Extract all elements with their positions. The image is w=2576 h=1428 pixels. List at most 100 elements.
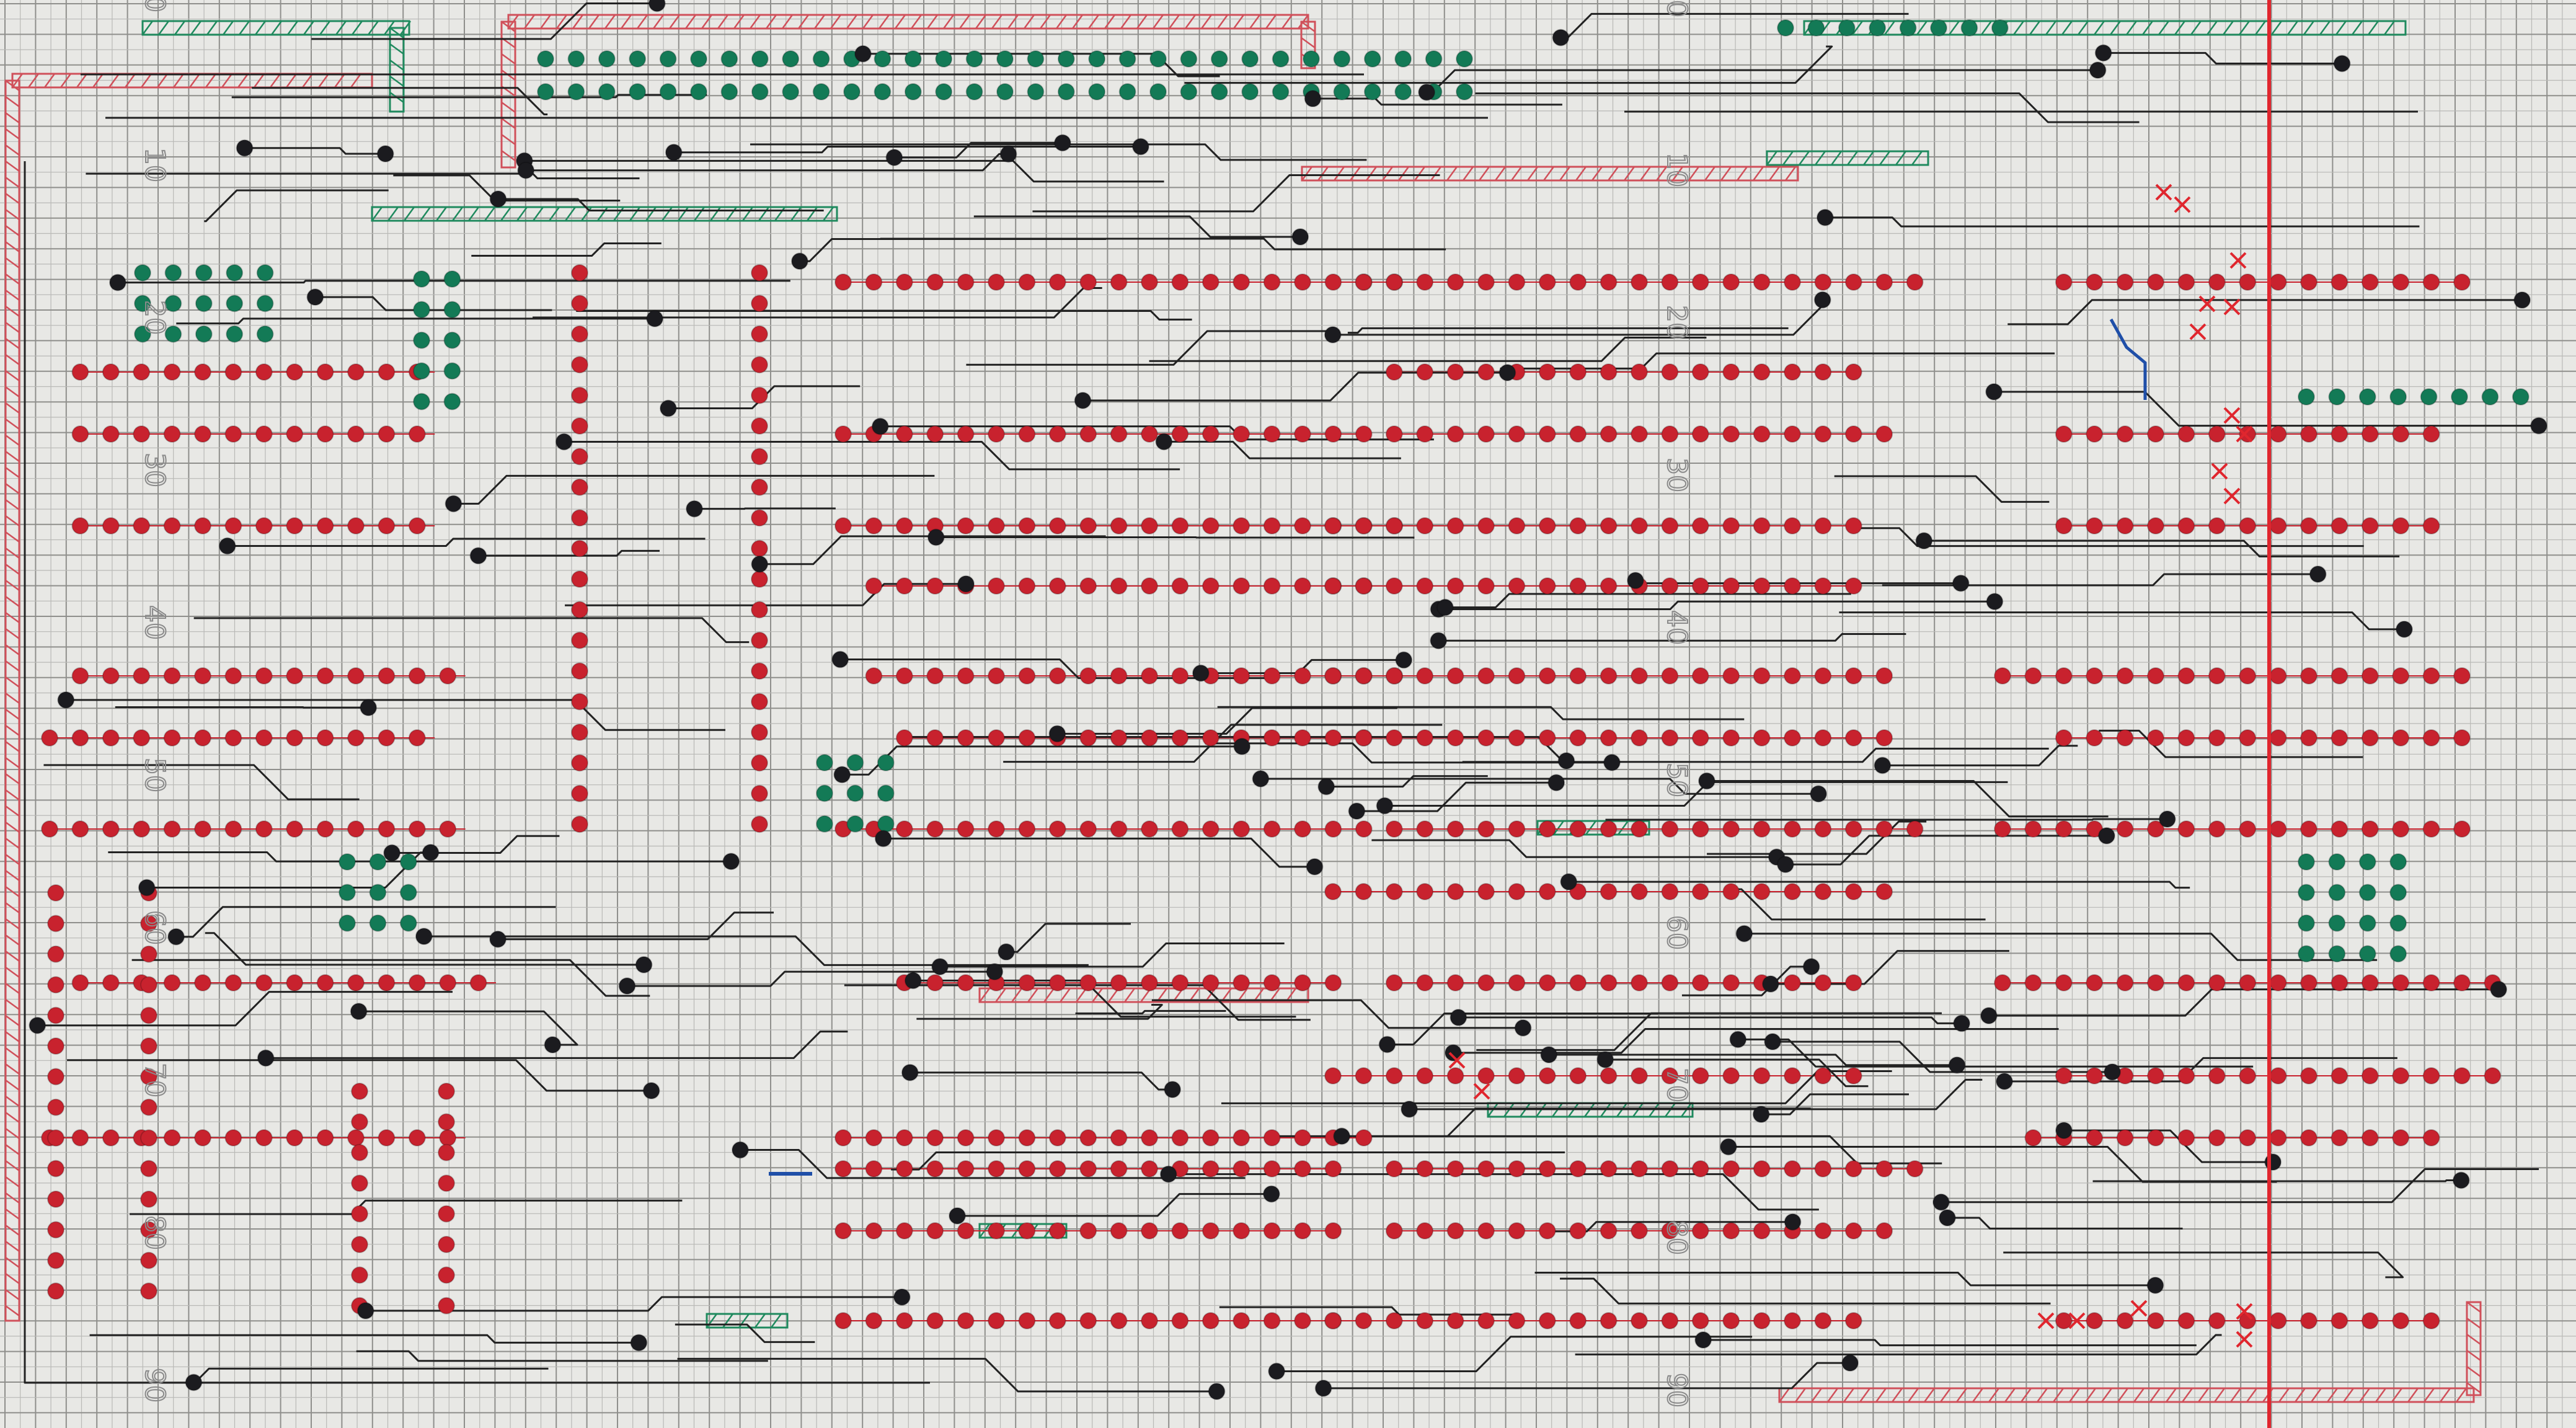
- hatch-stroke: [1381, 166, 1394, 181]
- pad-red: [1171, 667, 1189, 685]
- trace: [1260, 778, 1819, 795]
- pad-red: [2208, 1312, 2226, 1329]
- pad-red: [865, 517, 883, 534]
- pad-red: [1691, 667, 1709, 685]
- pad-red: [1753, 883, 1771, 900]
- pad-red: [1110, 820, 1128, 838]
- pad-red: [2208, 1129, 2226, 1146]
- pad-red: [1018, 517, 1036, 534]
- pad-red: [1753, 1312, 1771, 1329]
- pad-red: [1477, 273, 1495, 291]
- via: [1552, 29, 1570, 47]
- trace: [1825, 216, 2420, 228]
- pad-green: [1394, 83, 1412, 100]
- pad-red: [1294, 517, 1311, 534]
- via: [1784, 1213, 1802, 1231]
- pad-red: [1508, 1160, 1526, 1177]
- trace: [627, 970, 995, 987]
- via: [1813, 291, 1831, 309]
- via: [893, 1288, 911, 1306]
- pad-red: [2055, 1067, 2073, 1084]
- hatch-stroke: [2383, 20, 2396, 35]
- pad-red: [1018, 1312, 1036, 1329]
- pad-red: [2422, 517, 2440, 534]
- hatch-stroke: [636, 14, 648, 29]
- pad-red: [571, 509, 588, 527]
- pad-red: [988, 820, 1005, 838]
- trace: [910, 1071, 1173, 1091]
- hatch-stroke: [1591, 166, 1603, 181]
- pad-red: [751, 295, 768, 313]
- pad-red: [1048, 1222, 1066, 1240]
- pad-red: [571, 295, 588, 313]
- pad-red: [2453, 667, 2471, 685]
- hatch-stroke: [1043, 988, 1055, 1003]
- pad-green: [720, 50, 738, 68]
- pad-red: [316, 363, 334, 381]
- hatch-stroke: [76, 73, 88, 88]
- hatch-stroke: [2012, 20, 2025, 35]
- hatch-stroke: [5, 853, 20, 866]
- pad-red: [1569, 1222, 1587, 1240]
- trace: [244, 147, 386, 155]
- hatch-stroke: [677, 206, 689, 221]
- hatch-stroke: [5, 1143, 20, 1156]
- pad-red: [2239, 425, 2257, 443]
- hatch-stroke: [2466, 1365, 2481, 1378]
- pad-red: [1661, 363, 1679, 381]
- hatch-stroke: [1704, 166, 1716, 181]
- pad-red: [1875, 273, 1893, 291]
- pad-red: [255, 729, 273, 747]
- pad-green: [537, 50, 554, 68]
- pad-red: [1446, 974, 1464, 991]
- via: [185, 1373, 203, 1391]
- hatch-stroke: [5, 628, 20, 640]
- hatch-stroke: [661, 206, 673, 221]
- trace: [1347, 327, 1789, 334]
- pad-red: [1661, 1160, 1679, 1177]
- via: [1953, 1014, 1971, 1032]
- pad-red: [1722, 425, 1740, 443]
- pad-green: [877, 815, 895, 833]
- hatch-stroke: [741, 206, 754, 221]
- pad-red: [1141, 820, 1158, 838]
- pad-red: [1048, 1312, 1066, 1329]
- pad-red: [438, 1297, 455, 1315]
- pad-red: [439, 1129, 457, 1146]
- pad-green: [164, 295, 182, 313]
- via: [1498, 363, 1516, 381]
- pad-red: [1110, 425, 1128, 443]
- trace: [1453, 1027, 2059, 1054]
- trace: [315, 296, 552, 311]
- pad-red: [2330, 1312, 2348, 1329]
- via: [751, 555, 769, 573]
- pad-red: [1600, 273, 1618, 291]
- pad-green: [2389, 388, 2407, 406]
- pad-green: [1057, 83, 1075, 100]
- pad-red: [2239, 1312, 2257, 1329]
- pad-red: [1355, 883, 1373, 900]
- via: [831, 650, 849, 668]
- hatch-stroke: [5, 950, 20, 962]
- pad-red: [1661, 273, 1679, 291]
- via: [1048, 725, 1066, 743]
- pad-red: [224, 974, 242, 991]
- pad-red: [2300, 273, 2317, 291]
- ruler-label: 90: [1661, 1373, 1693, 1408]
- pad-red: [865, 667, 883, 685]
- pad-red: [1110, 1160, 1128, 1177]
- hatched-bar-outline: [706, 1313, 789, 1329]
- hatch-stroke: [1136, 14, 1148, 29]
- pad-green: [443, 362, 461, 380]
- hatch-stroke: [958, 14, 971, 29]
- hatch-stroke: [1939, 1388, 1952, 1403]
- pad-red: [1294, 1129, 1311, 1146]
- hatch-stroke: [548, 206, 560, 221]
- hatch-stroke: [1972, 1388, 1984, 1403]
- hatch-stroke: [701, 14, 713, 29]
- pad-red: [1477, 1222, 1495, 1240]
- pad-red: [2055, 729, 2073, 747]
- pad-red: [133, 820, 151, 838]
- via: [665, 143, 683, 161]
